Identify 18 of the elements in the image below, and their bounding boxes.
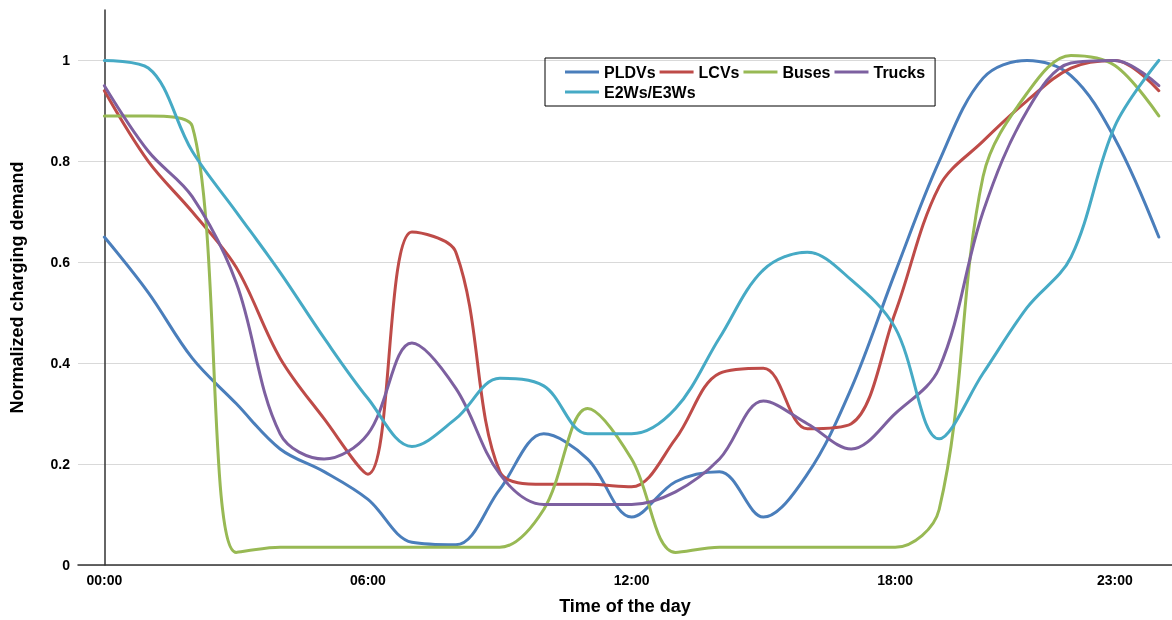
x-tick-label: 12:00: [613, 572, 650, 588]
y-tick-label: 0.2: [50, 456, 71, 473]
y-tick-label: 0.6: [50, 254, 71, 271]
y-axis-title: Normalized charging demand: [7, 161, 27, 414]
legend-label: PLDVs: [604, 63, 656, 81]
legend-label: Trucks: [873, 63, 926, 81]
legend-label: E2Ws/E3Ws: [604, 83, 696, 101]
legend-label: LCVs: [698, 63, 740, 81]
y-tick-label: 1: [62, 52, 71, 69]
legend-label: Buses: [782, 63, 831, 81]
x-tick-label: 23:00: [1096, 572, 1133, 588]
x-axis-title: Time of the day: [559, 596, 691, 616]
y-tick-label: 0.4: [50, 355, 71, 372]
y-tick-label: 0: [62, 557, 71, 573]
x-tick-label: 00:00: [86, 572, 123, 588]
x-tick-label: 18:00: [877, 572, 914, 588]
x-tick-label: 06:00: [350, 572, 387, 588]
y-tick-label: 0.8: [50, 153, 71, 170]
